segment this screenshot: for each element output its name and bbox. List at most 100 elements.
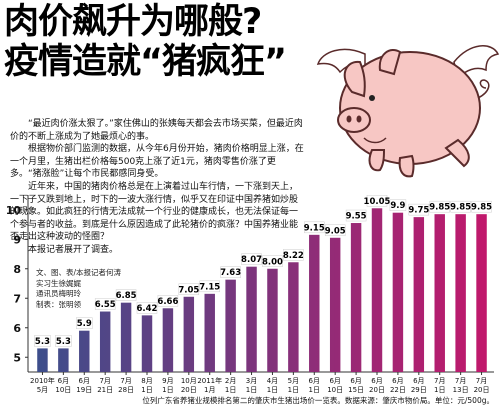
x-tick-label: 2011年 <box>197 376 222 385</box>
price-bar <box>455 214 466 372</box>
value-label: 9.85 <box>471 203 492 213</box>
x-tick-label: 19日 <box>76 386 92 394</box>
x-tick-label: 9月 <box>162 377 173 385</box>
value-label-bg <box>199 280 220 293</box>
credit-line: 文、图、表/本报记者何涛 <box>36 268 122 277</box>
value-label: 5.3 <box>35 337 50 347</box>
article-paragraph: 根据物价部门监测的数据，从今年6月份开始，猪肉价格明显上涨，在一个月里，生猪出栏… <box>10 144 304 180</box>
x-tick-label: 7月 <box>476 377 487 385</box>
article-paragraph: 近年来，中国的猪肉价格总是在上演着过山车行情，一下涨到天上，一下子又跌到地上，时… <box>10 181 299 243</box>
x-tick-label: 1日 <box>267 386 278 394</box>
price-bar <box>246 266 257 372</box>
x-tick-label: 1日 <box>309 386 320 394</box>
value-label: 6.66 <box>157 297 178 307</box>
value-label: 6.55 <box>95 300 116 310</box>
value-label-bg <box>345 209 367 222</box>
value-label-bg <box>34 335 51 347</box>
x-tick-label: 6月 <box>350 377 361 385</box>
value-label-bg <box>157 295 179 307</box>
x-tick-label: 10月 <box>181 377 197 385</box>
value-label-bg <box>55 335 72 347</box>
x-tick-label: 13日 <box>453 386 469 394</box>
x-tick-label: 2010年 <box>30 376 55 385</box>
byline-credits: 文、图、表/本报记者何涛 实习生徐娓娓 通讯员梅明玲 制表：张明领 <box>36 268 146 310</box>
price-bar <box>141 315 153 372</box>
x-tick-label: 6月 <box>309 377 320 385</box>
y-tick-label: 10 <box>6 204 22 217</box>
price-bar <box>288 262 299 372</box>
x-tick-label: 10日 <box>55 386 71 394</box>
value-label: 8.00 <box>262 257 283 267</box>
value-label: 9.15 <box>304 223 325 233</box>
x-tick-label: 1日 <box>434 386 445 394</box>
x-tick-label: 21日 <box>97 386 113 394</box>
price-bar <box>99 311 111 372</box>
price-bar <box>371 208 383 372</box>
x-tick-label: 20日 <box>474 386 490 394</box>
value-label-bg <box>241 253 262 265</box>
x-tick-label: 1月 <box>204 386 215 394</box>
value-label: 9.55 <box>346 212 367 222</box>
x-tick-label: 7月 <box>120 377 131 385</box>
bar-series <box>37 208 487 372</box>
value-label: 5.9 <box>77 319 92 329</box>
value-label: 6.42 <box>137 304 158 314</box>
value-label-bg <box>178 283 200 296</box>
value-label-bg <box>94 298 116 310</box>
x-tick-label: 1日 <box>225 386 236 394</box>
value-label-bg <box>389 199 407 211</box>
y-tick-label: 9 <box>13 233 21 246</box>
value-label-bg <box>76 317 93 329</box>
y-axis-ticks: 5 6 7 8 9 10 <box>6 204 28 364</box>
value-label: 9.9 <box>390 201 405 211</box>
value-label: 10.05 <box>364 197 391 207</box>
value-label-bg <box>471 200 492 213</box>
price-bar <box>267 268 278 372</box>
x-axis-labels: 2010年5月6月10日6月19日7月21日7月28日8月1日9月1日10月20… <box>30 372 490 394</box>
price-bar <box>37 348 48 372</box>
x-tick-label: 1日 <box>141 386 152 394</box>
x-tick-label: 7月 <box>434 377 445 385</box>
value-label-bg <box>136 302 158 314</box>
x-tick-label: 15日 <box>348 386 364 394</box>
headline-line-1: 肉价飙升为哪般? <box>4 2 262 42</box>
price-bar <box>476 214 487 372</box>
chart-source-note: 位列广东省养猪业规模排名第二的肇庆市生猪出场价一览表。数据来源：肇庆市物价局。单… <box>142 396 494 405</box>
value-label: 8.22 <box>283 251 304 261</box>
x-tick-label: 7月 <box>455 377 466 385</box>
value-label-bg <box>304 221 325 234</box>
x-tick-label: 20日 <box>181 386 197 394</box>
value-label-bg <box>366 195 388 207</box>
y-tick-label: 8 <box>13 263 21 276</box>
value-label: 9.75 <box>408 206 429 216</box>
credit-line: 制表：张明领 <box>36 299 81 309</box>
price-bar <box>434 214 445 372</box>
x-tick-label: 8月 <box>141 377 152 385</box>
value-label-bg <box>115 289 137 301</box>
y-tick-label: 6 <box>13 322 21 335</box>
value-label-bg <box>324 224 346 237</box>
x-tick-label: 6月 <box>329 377 340 385</box>
credit-line: 通讯员梅明玲 <box>36 289 81 298</box>
x-tick-label: 29日 <box>411 386 427 394</box>
x-tick-label: 22日 <box>390 386 406 394</box>
value-label-bg <box>450 200 471 213</box>
value-label: 6.85 <box>116 291 137 301</box>
value-label: 7.05 <box>178 285 199 295</box>
headline-line-2: 疫情造就“猪疯狂” <box>4 42 287 82</box>
x-tick-label: 28日 <box>118 386 134 394</box>
price-bar <box>413 217 425 372</box>
value-label: 9.85 <box>450 203 471 213</box>
x-tick-label: 6月 <box>58 377 69 385</box>
x-tick-label: 1日 <box>162 386 173 394</box>
article-paragraph: 本报记者展开了调查。 <box>28 244 119 255</box>
x-tick-label: 4月 <box>267 377 278 385</box>
x-tick-label: 5月 <box>288 377 299 385</box>
x-tick-label: 2月 <box>225 377 236 385</box>
wing-icon <box>453 45 500 80</box>
value-label: 8.07 <box>241 255 262 265</box>
value-label: 7.15 <box>199 282 220 292</box>
price-bar <box>58 348 69 372</box>
